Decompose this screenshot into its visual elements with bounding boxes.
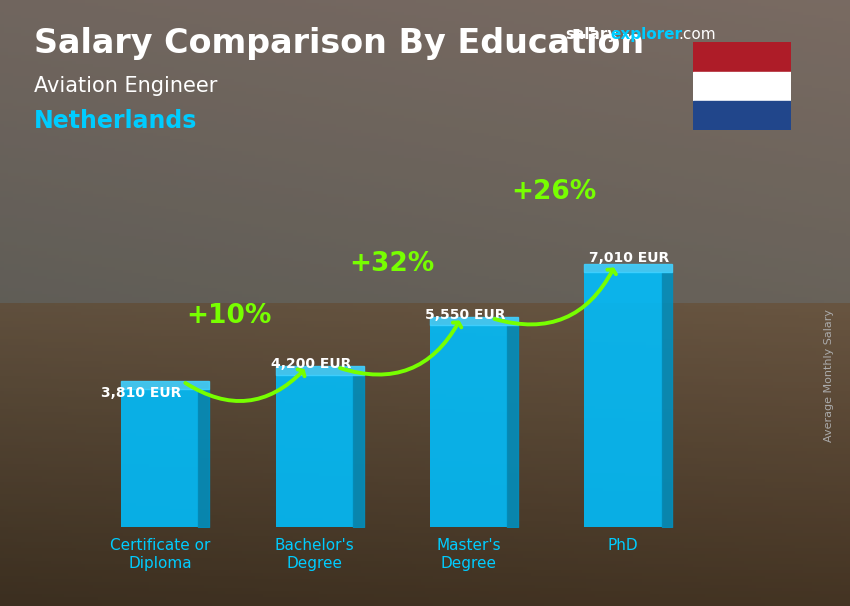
Text: Netherlands: Netherlands — [34, 109, 197, 133]
Bar — [275, 366, 364, 375]
Bar — [585, 272, 661, 527]
Text: 5,550 EUR: 5,550 EUR — [425, 308, 506, 322]
Bar — [693, 42, 791, 72]
Bar — [430, 318, 518, 325]
Bar — [693, 72, 791, 101]
Bar — [430, 325, 507, 527]
Text: salary: salary — [565, 27, 618, 42]
Text: Aviation Engineer: Aviation Engineer — [34, 76, 218, 96]
Text: .com: .com — [678, 27, 716, 42]
Text: Average Monthly Salary: Average Monthly Salary — [824, 309, 834, 442]
Bar — [122, 388, 198, 527]
Text: 4,200 EUR: 4,200 EUR — [271, 357, 351, 371]
Text: +10%: +10% — [187, 304, 272, 329]
Text: explorer: explorer — [610, 27, 683, 42]
Bar — [693, 101, 791, 130]
Bar — [275, 375, 353, 527]
Text: +26%: +26% — [511, 179, 596, 205]
Bar — [122, 381, 209, 388]
Text: 7,010 EUR: 7,010 EUR — [589, 251, 669, 265]
Text: Salary Comparison By Education: Salary Comparison By Education — [34, 27, 644, 60]
Text: 3,810 EUR: 3,810 EUR — [101, 385, 182, 399]
Bar — [585, 264, 672, 272]
Text: +32%: +32% — [348, 251, 434, 276]
